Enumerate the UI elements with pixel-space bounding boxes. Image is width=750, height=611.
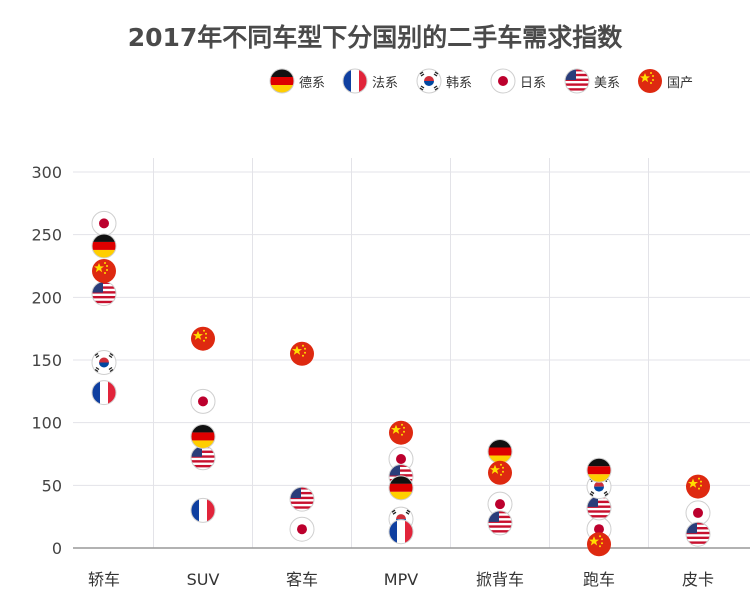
data-point-us — [290, 487, 314, 511]
china-flag-icon — [638, 69, 662, 93]
legend-item-us: 美系 — [563, 66, 620, 96]
usa-flag-icon — [563, 67, 591, 95]
data-point-cn — [92, 259, 116, 284]
x-category-label: 掀背车 — [476, 570, 524, 589]
data-point-fr — [389, 520, 413, 544]
x-axis: 轿车 SUV 客车 MPV 掀背车 跑车 皮卡 — [88, 570, 714, 589]
data-points — [91, 210, 711, 557]
data-point-jp — [91, 210, 117, 236]
data-point-us — [686, 522, 710, 546]
x-category-label: 客车 — [286, 570, 318, 589]
data-point-cn — [389, 420, 413, 445]
x-category-label: MPV — [384, 570, 418, 589]
data-point-fr — [92, 381, 116, 405]
y-tick-label: 50 — [42, 476, 62, 495]
data-point-jp — [289, 516, 315, 542]
data-point-jp — [190, 388, 216, 414]
data-point-cn — [686, 474, 710, 499]
y-axis: 0 50 100 150 200 250 300 — [31, 163, 62, 558]
data-point-de — [587, 458, 611, 482]
legend-item-kr: 韩系 — [415, 66, 472, 96]
data-point-cn — [191, 326, 215, 351]
legend-item-de: 德系 — [268, 66, 325, 96]
germany-flag-icon — [268, 67, 296, 95]
x-category-label: 皮卡 — [682, 570, 714, 589]
legend-label: 韩系 — [446, 75, 473, 91]
y-tick-label: 200 — [31, 288, 62, 307]
grid — [73, 158, 750, 549]
data-point-de — [488, 439, 512, 463]
korea-flag-icon — [416, 68, 442, 94]
y-tick-label: 250 — [31, 226, 62, 245]
data-point-cn — [488, 460, 512, 485]
chart-title: 2017年不同车型下分国别的二手车需求指数 — [127, 23, 623, 52]
legend-label: 美系 — [594, 75, 621, 91]
data-point-us — [191, 446, 215, 470]
x-category-label: 跑车 — [583, 570, 615, 589]
japan-flag-icon — [490, 68, 516, 94]
y-tick-label: 300 — [31, 163, 62, 182]
legend-label: 日系 — [520, 75, 547, 91]
data-point-jp — [685, 500, 711, 526]
y-tick-label: 150 — [31, 351, 62, 370]
legend: 德系 法系 韩系 日系 美系 国产 — [268, 66, 748, 98]
data-point-de — [191, 424, 215, 448]
legend-label: 法系 — [372, 75, 399, 91]
legend-label: 国产 — [667, 75, 694, 91]
data-point-cn — [587, 532, 611, 557]
y-tick-label: 0 — [52, 539, 62, 558]
data-point-us — [587, 496, 611, 520]
france-flag-icon — [341, 67, 369, 95]
legend-label: 德系 — [299, 75, 326, 91]
data-point-us — [488, 511, 512, 535]
legend-item-jp: 日系 — [489, 66, 546, 96]
x-category-label: 轿车 — [88, 570, 120, 589]
data-point-us — [92, 282, 116, 306]
data-point-de — [389, 476, 413, 500]
data-point-cn — [290, 341, 314, 366]
data-point-kr — [91, 349, 117, 376]
data-point-de — [92, 234, 116, 258]
legend-item-cn: 国产 — [636, 66, 693, 96]
x-category-label: SUV — [187, 570, 220, 589]
y-tick-label: 100 — [31, 414, 62, 433]
data-point-fr — [191, 498, 215, 522]
legend-item-fr: 法系 — [341, 66, 398, 96]
